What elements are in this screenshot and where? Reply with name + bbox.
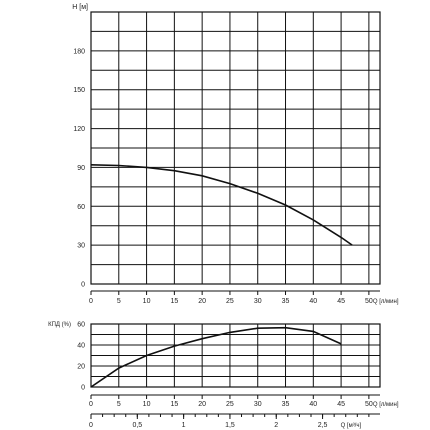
eff-x-tick-label: 30 [254, 401, 262, 408]
eff-x-tick-label: 40 [309, 401, 317, 408]
flow-m3h-axis: 0 0,5 1 1,5 2 2,5 Q [м³/ч] [89, 413, 380, 429]
head-chart: 0 30 60 90 120 150 180 H [м] 0 5 10 15 20 25 30 35 40 45 5… [72, 4, 399, 305]
eff-x-tick-label: 50 [365, 401, 373, 408]
head-point [351, 244, 353, 246]
eff-x-tick-label: 0 [89, 401, 93, 408]
m3h-tick-label: 1,5 [225, 422, 235, 429]
head-x-tick-label: 15 [170, 298, 178, 305]
eff-x-tick-label: 5 [117, 401, 121, 408]
head-x-tick-label: 35 [282, 298, 290, 305]
eff-x-tick-label: 35 [282, 401, 290, 408]
eff-y-tick-label: 0 [81, 385, 85, 392]
head-point [229, 183, 231, 185]
m3h-tick-label: 0,5 [132, 422, 142, 429]
head-y-tick-label: 60 [77, 204, 85, 211]
m3h-tick-label: 2 [274, 422, 278, 429]
head-point [146, 167, 147, 168]
head-x-tick-label: 20 [198, 298, 206, 305]
eff-point [312, 330, 314, 332]
head-y-tick-label: 0 [81, 282, 85, 289]
eff-x-tick-label: 15 [170, 401, 178, 408]
eff-point [173, 345, 175, 347]
m3h-tick-label: 0 [89, 422, 93, 429]
eff-y-tick-label: 40 [77, 343, 85, 350]
eff-x-axis-title: Q [л/мин] [373, 402, 399, 408]
head-y-tick-label: 90 [77, 165, 85, 172]
head-x-tick-label: 25 [226, 298, 234, 305]
eff-y-tick-label: 20 [77, 364, 85, 371]
head-x-tick-label: 50 [365, 298, 373, 305]
head-x-tick-label: 45 [337, 298, 345, 305]
head-x-tick-label: 5 [117, 298, 121, 305]
eff-x-tick-label: 45 [337, 401, 345, 408]
head-point [312, 219, 314, 221]
eff-x-tick-label: 25 [226, 401, 234, 408]
head-x-tick-label: 10 [143, 298, 151, 305]
m3h-axis-title: Q [м³/ч] [341, 423, 362, 429]
eff-point [146, 355, 147, 356]
head-frame [90, 11, 381, 285]
head-y-tick-label: 150 [73, 87, 85, 94]
head-point [173, 170, 175, 172]
head-point [285, 204, 286, 206]
m3h-tick-label: 1 [182, 422, 186, 429]
head-x-axis-title: Q [л/мин] [373, 299, 399, 305]
eff-x-tick-label: 10 [143, 401, 151, 408]
eff-point [257, 327, 259, 329]
head-y-tick-label: 120 [73, 126, 85, 133]
efficiency-chart: 0 20 40 60 КПД (%) 0 5 10 15 20 25 30 35 40 45 50 Q [л/м… [48, 322, 399, 409]
head-y-tick-label: 30 [77, 243, 85, 250]
head-x-tick-label: 0 [89, 298, 93, 305]
head-point [340, 236, 342, 238]
eff-point [201, 338, 203, 340]
head-point [118, 165, 120, 166]
eff-point [285, 327, 286, 329]
eff-frame [90, 323, 381, 388]
m3h-tick-label: 2,5 [318, 422, 328, 429]
eff-y-tick-label: 60 [77, 322, 85, 329]
head-point [257, 192, 259, 194]
eff-curve [90, 326, 342, 388]
eff-point [229, 332, 231, 333]
eff-point [340, 343, 342, 345]
head-y-tick-label: 180 [73, 48, 85, 55]
head-x-tick-label: 30 [254, 298, 262, 305]
eff-point [90, 386, 92, 388]
head-point [201, 175, 203, 177]
eff-y-axis-title: КПД (%) [48, 322, 71, 328]
head-y-axis-title: H [м] [72, 4, 88, 11]
eff-x-tick-label: 20 [198, 401, 206, 408]
head-point [90, 164, 92, 166]
eff-point [118, 367, 120, 369]
head-x-tick-label: 40 [309, 298, 317, 305]
